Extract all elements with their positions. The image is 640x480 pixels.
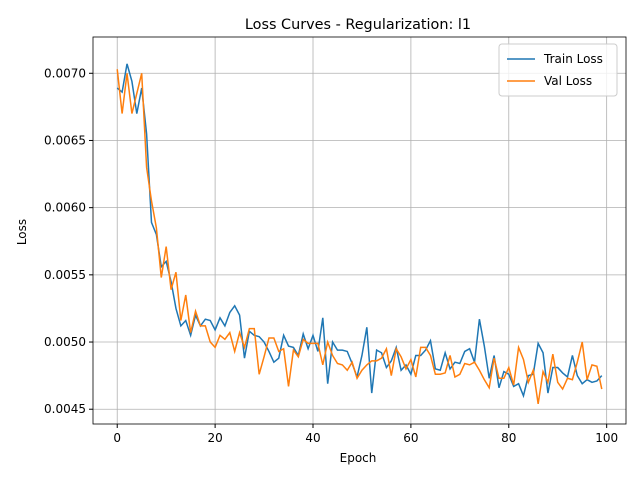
plot-frame <box>92 36 627 425</box>
x-tick-label: 60 <box>403 431 418 445</box>
legend-label: Val Loss <box>544 74 592 88</box>
y-tick-label: 0.0045 <box>44 402 86 416</box>
series-line <box>116 63 603 399</box>
y-axis-label: Loss <box>15 219 29 245</box>
series-line <box>116 69 603 404</box>
x-tick-label: 100 <box>595 431 618 445</box>
x-axis-label: Epoch <box>340 451 377 465</box>
y-tick-label: 0.0050 <box>44 335 86 349</box>
y-tick-label: 0.0065 <box>44 133 86 147</box>
legend-label: Train Loss <box>543 52 603 66</box>
x-tick-label: 80 <box>501 431 516 445</box>
x-tick-label: 20 <box>207 431 222 445</box>
y-tick-label: 0.0060 <box>44 201 86 215</box>
y-tick-label: 0.0070 <box>44 66 86 80</box>
legend-box <box>498 43 618 97</box>
y-tick-label: 0.0055 <box>44 268 86 282</box>
chart-title: Loss Curves - Regularization: l1 <box>245 17 471 33</box>
x-tick-label: 40 <box>305 431 320 445</box>
x-tick-label: 0 <box>113 431 121 445</box>
